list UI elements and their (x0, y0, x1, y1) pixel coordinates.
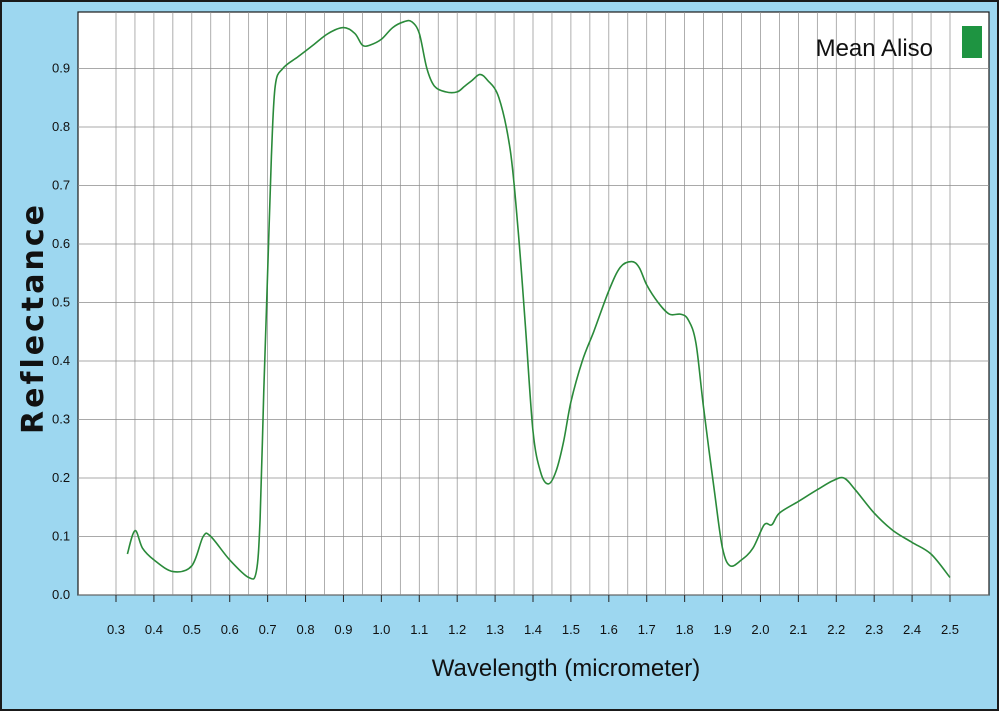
x-tick-label: 0.3 (107, 622, 125, 637)
x-tick-label: 1.1 (410, 622, 428, 637)
x-tick-label: 1.0 (372, 622, 390, 637)
y-tick-label: 0.3 (52, 412, 70, 427)
y-tick-label: 0.4 (52, 353, 70, 368)
x-tick-label: 2.1 (789, 622, 807, 637)
y-tick-label: 0.0 (52, 587, 70, 602)
x-tick-label: 0.6 (221, 622, 239, 637)
grid-lines (78, 12, 989, 596)
y-tick-label: 0.6 (52, 236, 70, 251)
x-tick-label: 2.5 (941, 622, 959, 637)
x-tick-label: 0.5 (183, 622, 201, 637)
x-axis-title: Wavelength (micrometer) (432, 655, 701, 682)
y-tick-label: 0.1 (52, 529, 70, 544)
x-tick-labels: 0.3 0.4 0.5 0.6 0.7 0.8 0.9 1.0 1.1 1.2 1.3 1.4 1.5 1… (107, 595, 959, 637)
x-tick-label: 1.6 (600, 622, 618, 637)
x-tick-label: 1.2 (448, 622, 466, 637)
y-tick-label: 0.7 (52, 178, 70, 193)
y-tick-label: 0.5 (52, 295, 70, 310)
x-tick-label: 1.3 (486, 622, 504, 637)
x-tick-label: 1.9 (714, 622, 732, 637)
x-tick-label: 0.7 (259, 622, 277, 637)
x-tick-label: 2.2 (827, 622, 845, 637)
y-tick-label: 0.9 (52, 61, 70, 76)
legend-swatch (962, 26, 982, 58)
x-tick-label: 1.5 (562, 622, 580, 637)
series-group (126, 19, 951, 580)
x-tick-label: 0.9 (334, 622, 352, 637)
y-axis-title: Reflectance (16, 202, 51, 434)
x-tick-label: 1.8 (676, 622, 694, 637)
y-tick-labels: 0.0 0.1 0.2 0.3 0.4 0.5 0.6 0.7 0.8 0.9 (52, 61, 70, 603)
x-tick-label: 2.4 (903, 622, 921, 637)
x-tick-label: 1.7 (638, 622, 656, 637)
x-tick-label: 1.4 (524, 622, 542, 637)
y-tick-label: 0.8 (52, 119, 70, 134)
legend: Mean Aliso (816, 26, 982, 62)
y-tick-label: 0.2 (52, 470, 70, 485)
x-tick-label: 2.3 (865, 622, 883, 637)
x-tick-label: 0.4 (145, 622, 163, 637)
x-tick-label: 0.8 (297, 622, 315, 637)
legend-label: Mean Aliso (816, 35, 933, 62)
x-tick-label: 2.0 (751, 622, 769, 637)
series-line-mean-aliso (126, 19, 951, 580)
plot-area (77, 11, 990, 596)
